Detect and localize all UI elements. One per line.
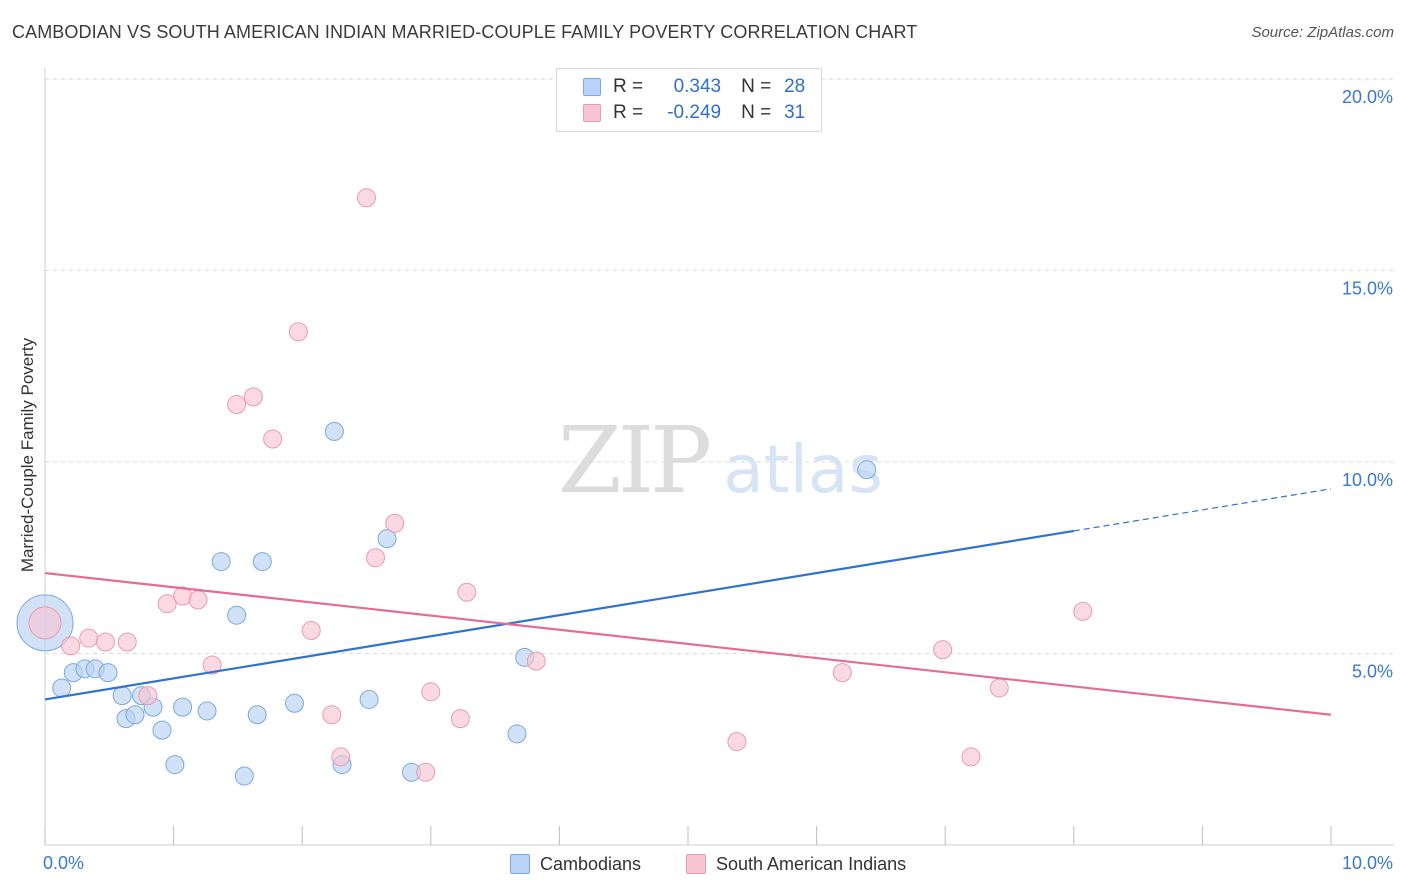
- south-american-indians-point: [301, 621, 321, 641]
- south-american-indians-point: [450, 709, 470, 729]
- y-tick-label: 15.0%: [1342, 279, 1393, 299]
- cambodians-point: [112, 686, 132, 706]
- south-american-indians-point: [288, 322, 308, 342]
- legend-row-south-american-indians: R = -0.249 N = 31: [583, 101, 805, 125]
- south-american-indians-point: [961, 747, 981, 767]
- y-axis-label: Married-Couple Family Poverty: [18, 337, 37, 573]
- south-american-indians-point: [727, 732, 747, 752]
- y-tick-label: 20.0%: [1342, 87, 1393, 107]
- south-american-indians-point: [385, 513, 405, 533]
- cambodians-point: [507, 724, 527, 744]
- south-american-indians-point: [202, 655, 222, 675]
- legend-n-label: N =: [741, 102, 772, 123]
- tick-labels: 5.0% 10.0% 15.0% 20.0% 0.0% 10.0%: [43, 87, 1393, 873]
- south-american-indians-point: [416, 762, 436, 782]
- south-american-indians-point: [457, 582, 477, 602]
- bottom-legend-swatch-blue: [510, 854, 530, 874]
- south-american-indians-point: [1073, 601, 1093, 621]
- cambodians-point: [227, 605, 247, 625]
- x-tick-label: 10.0%: [1342, 853, 1393, 873]
- south-american-indians-point: [95, 632, 115, 652]
- legend-r-label: R =: [613, 102, 644, 123]
- chart-title: CAMBODIAN VS SOUTH AMERICAN INDIAN MARRI…: [12, 22, 918, 42]
- bottom-legend-label: South American Indians: [716, 853, 907, 874]
- legend-swatch-pink: [583, 104, 601, 122]
- gridlines: [45, 78, 1394, 654]
- legend-n-value: 28: [784, 76, 806, 97]
- cambodians-point: [857, 460, 877, 480]
- south-american-indians-point: [28, 606, 62, 640]
- legend-n-value: 31: [784, 102, 806, 123]
- cambodians-point: [252, 552, 272, 572]
- trend-lines: [44, 488, 1332, 716]
- south-american-indians-point: [263, 429, 283, 449]
- legend-row-cambodians: R = 0.343 N = 28: [583, 75, 805, 99]
- axes: [44, 68, 1394, 846]
- south-american-indians-point: [138, 686, 158, 706]
- x-tick-label: 0.0%: [43, 853, 84, 873]
- cambodians-trend-extension: [1073, 488, 1332, 532]
- south-american-indians-trend-line: [44, 571, 1332, 716]
- cambodians-point: [211, 552, 231, 572]
- cambodians-point: [52, 678, 72, 698]
- south-american-indians-point: [989, 678, 1009, 698]
- bottom-legend-swatch-pink: [686, 854, 706, 874]
- legend-r-value: -0.249: [667, 102, 722, 123]
- cambodians-point: [234, 766, 254, 786]
- cambodians-point: [377, 529, 397, 549]
- bottom-legend-cambodians: Cambodians: [510, 852, 641, 876]
- y-tick-label: 5.0%: [1352, 662, 1393, 682]
- legend-r-value: 0.343: [673, 76, 722, 97]
- south-american-indians-point: [421, 682, 441, 702]
- cambodians-point: [247, 705, 267, 725]
- cambodians-point: [125, 705, 145, 725]
- legend-n-label: N =: [741, 76, 772, 97]
- correlation-legend: R = 0.343 N = 28 R = -0.249 N = 31: [556, 68, 822, 132]
- watermark-atlas: atlas: [723, 431, 883, 508]
- south-american-indians-point: [227, 395, 247, 415]
- legend-swatch-blue: [583, 78, 601, 96]
- south-american-indians-point: [933, 640, 953, 660]
- south-american-indians-point: [366, 548, 386, 568]
- cambodians-point: [173, 697, 193, 717]
- south-american-indians-point: [322, 705, 342, 725]
- cambodians-point: [197, 701, 217, 721]
- bottom-legend-south-american-indians: South American Indians: [686, 852, 906, 876]
- cambodians-point: [324, 421, 344, 441]
- cambodians-point: [152, 720, 172, 740]
- south-american-indians-point: [117, 632, 137, 652]
- legend-r-label: R =: [613, 76, 644, 97]
- south-american-indians-point: [157, 594, 177, 614]
- south-american-indians-point: [331, 747, 351, 767]
- watermark: ZIP atlas: [558, 407, 883, 514]
- cambodians-point: [284, 693, 304, 713]
- south-american-indians-point: [243, 387, 263, 407]
- south-american-indians-points: [28, 188, 1093, 782]
- y-tick-label: 10.0%: [1342, 470, 1393, 490]
- south-american-indians-point: [526, 651, 546, 671]
- watermark-zip: ZIP: [558, 407, 709, 514]
- source-label: Source: ZipAtlas.com: [1251, 24, 1394, 41]
- south-american-indians-point: [357, 188, 376, 208]
- south-american-indians-point: [188, 590, 208, 610]
- bottom-legend-label: Cambodians: [540, 853, 642, 874]
- cambodians-point: [359, 689, 379, 709]
- south-american-indians-point: [61, 636, 81, 656]
- cambodians-trend-line: [44, 529, 1074, 701]
- cambodians-point: [98, 663, 118, 683]
- south-american-indians-point: [832, 663, 852, 683]
- cambodians-point: [165, 755, 185, 775]
- south-american-indians-point: [79, 628, 99, 648]
